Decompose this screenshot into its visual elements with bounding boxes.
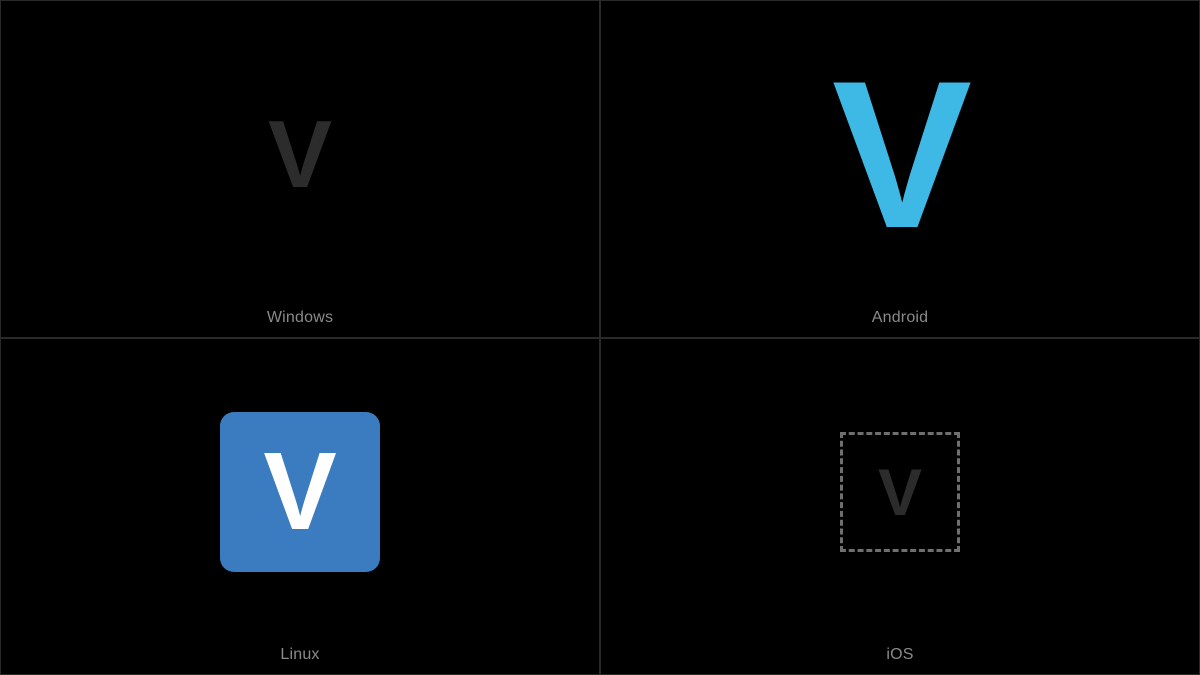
glyph-area-ios: V <box>601 339 1199 647</box>
cell-ios: V iOS <box>600 338 1200 675</box>
glyph-windows: V <box>268 107 332 203</box>
glyph-android: V <box>832 50 968 260</box>
cell-android: V Android <box>600 0 1200 338</box>
label-windows: Windows <box>267 309 333 337</box>
glyph-linux: V <box>263 437 336 547</box>
dashed-box-ios: V <box>840 432 960 552</box>
cell-linux: V Linux <box>0 338 600 675</box>
badge-linux: V <box>220 412 380 572</box>
comparison-grid: V Windows V Android V Linux V iOS <box>0 0 1200 675</box>
label-linux: Linux <box>280 646 319 674</box>
label-android: Android <box>872 309 929 337</box>
glyph-ios: V <box>878 459 922 525</box>
glyph-area-windows: V <box>1 1 599 309</box>
label-ios: iOS <box>886 646 913 674</box>
cell-windows: V Windows <box>0 0 600 338</box>
glyph-area-linux: V <box>1 339 599 647</box>
glyph-area-android: V <box>601 1 1199 309</box>
